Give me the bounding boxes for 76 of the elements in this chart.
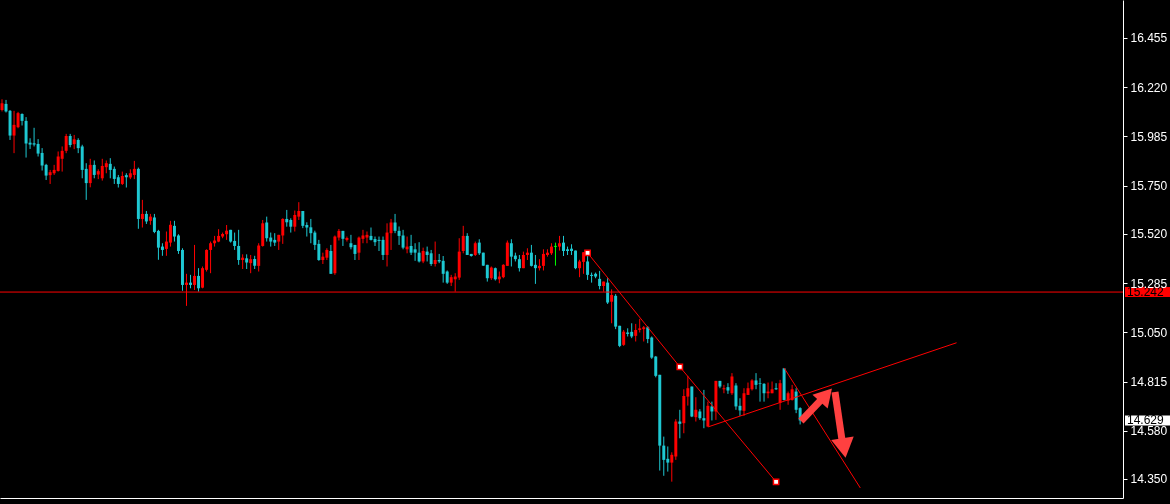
candlestick bbox=[465, 232, 469, 256]
candlestick bbox=[666, 445, 670, 473]
candlestick bbox=[329, 244, 333, 275]
candlestick bbox=[321, 252, 325, 265]
candlestick bbox=[397, 225, 401, 246]
candlestick bbox=[64, 133, 68, 154]
candlestick bbox=[365, 231, 369, 244]
candlestick bbox=[381, 236, 385, 261]
candlestick bbox=[257, 242, 261, 273]
point bbox=[676, 363, 684, 371]
candlestick bbox=[197, 267, 201, 293]
candlestick bbox=[100, 158, 104, 182]
candlestick bbox=[60, 145, 64, 173]
candlestick bbox=[590, 272, 594, 284]
candlestick bbox=[385, 222, 389, 267]
candlestick bbox=[562, 235, 565, 257]
candlestick bbox=[56, 150, 60, 173]
candlestick bbox=[249, 254, 253, 274]
candlestick bbox=[710, 401, 714, 421]
candlestick bbox=[281, 217, 285, 245]
candlestick bbox=[770, 381, 774, 394]
candlestick bbox=[762, 382, 766, 403]
candlestick bbox=[533, 254, 537, 285]
candlestick bbox=[730, 372, 734, 396]
candlestick bbox=[441, 255, 445, 284]
candlestick bbox=[237, 229, 241, 266]
point bbox=[584, 249, 591, 257]
candlestick bbox=[345, 236, 349, 243]
candlestick bbox=[124, 172, 128, 189]
candlestick bbox=[209, 241, 213, 274]
point bbox=[772, 478, 780, 486]
candlestick bbox=[88, 158, 92, 188]
candlestick bbox=[662, 436, 666, 477]
candlestick bbox=[293, 210, 297, 233]
candlestick bbox=[48, 169, 52, 185]
y-tick-label: 15.750 bbox=[1130, 179, 1168, 194]
candlestick bbox=[417, 241, 421, 264]
candlestick bbox=[461, 225, 465, 254]
candlestick bbox=[606, 277, 610, 305]
candlestick bbox=[265, 216, 269, 243]
candlestick bbox=[80, 144, 84, 179]
candlestick bbox=[309, 218, 313, 244]
candlestick bbox=[132, 160, 136, 180]
candlestick bbox=[722, 384, 726, 394]
y-tick-label: 16.220 bbox=[1130, 80, 1168, 95]
candlestick bbox=[261, 219, 265, 248]
candlestick bbox=[778, 379, 782, 411]
y-tick-label: 15.985 bbox=[1130, 129, 1168, 144]
candlestick bbox=[425, 246, 429, 262]
y-tick-label: 14.815 bbox=[1130, 375, 1168, 390]
candlestick bbox=[553, 242, 558, 267]
candlestick bbox=[774, 382, 778, 391]
candlestick bbox=[24, 116, 28, 159]
candlestick bbox=[357, 236, 361, 261]
y-tick-label: 14.580 bbox=[1130, 424, 1168, 439]
candlestick bbox=[734, 382, 738, 411]
y-tick-label: 15.050 bbox=[1130, 325, 1168, 340]
candlestick bbox=[389, 218, 393, 251]
candlestick bbox=[541, 248, 545, 271]
candlestick bbox=[349, 234, 353, 250]
candlestick bbox=[433, 241, 437, 267]
candlestick bbox=[168, 220, 172, 248]
candlestick bbox=[598, 270, 602, 290]
candlestick bbox=[401, 229, 405, 250]
y-tick-label: 14.350 bbox=[1130, 472, 1168, 487]
y-tick-label: 16.455 bbox=[1130, 31, 1168, 46]
candlestick bbox=[108, 157, 112, 179]
candlestick bbox=[509, 238, 513, 267]
candlestick bbox=[758, 377, 762, 403]
candlestick bbox=[12, 110, 16, 154]
candlestick bbox=[413, 242, 417, 262]
candlestick bbox=[341, 230, 345, 247]
y-tick-label: 15.520 bbox=[1130, 227, 1168, 242]
candlestick bbox=[140, 199, 144, 229]
candlestick bbox=[694, 396, 698, 423]
candlestick bbox=[726, 382, 730, 395]
